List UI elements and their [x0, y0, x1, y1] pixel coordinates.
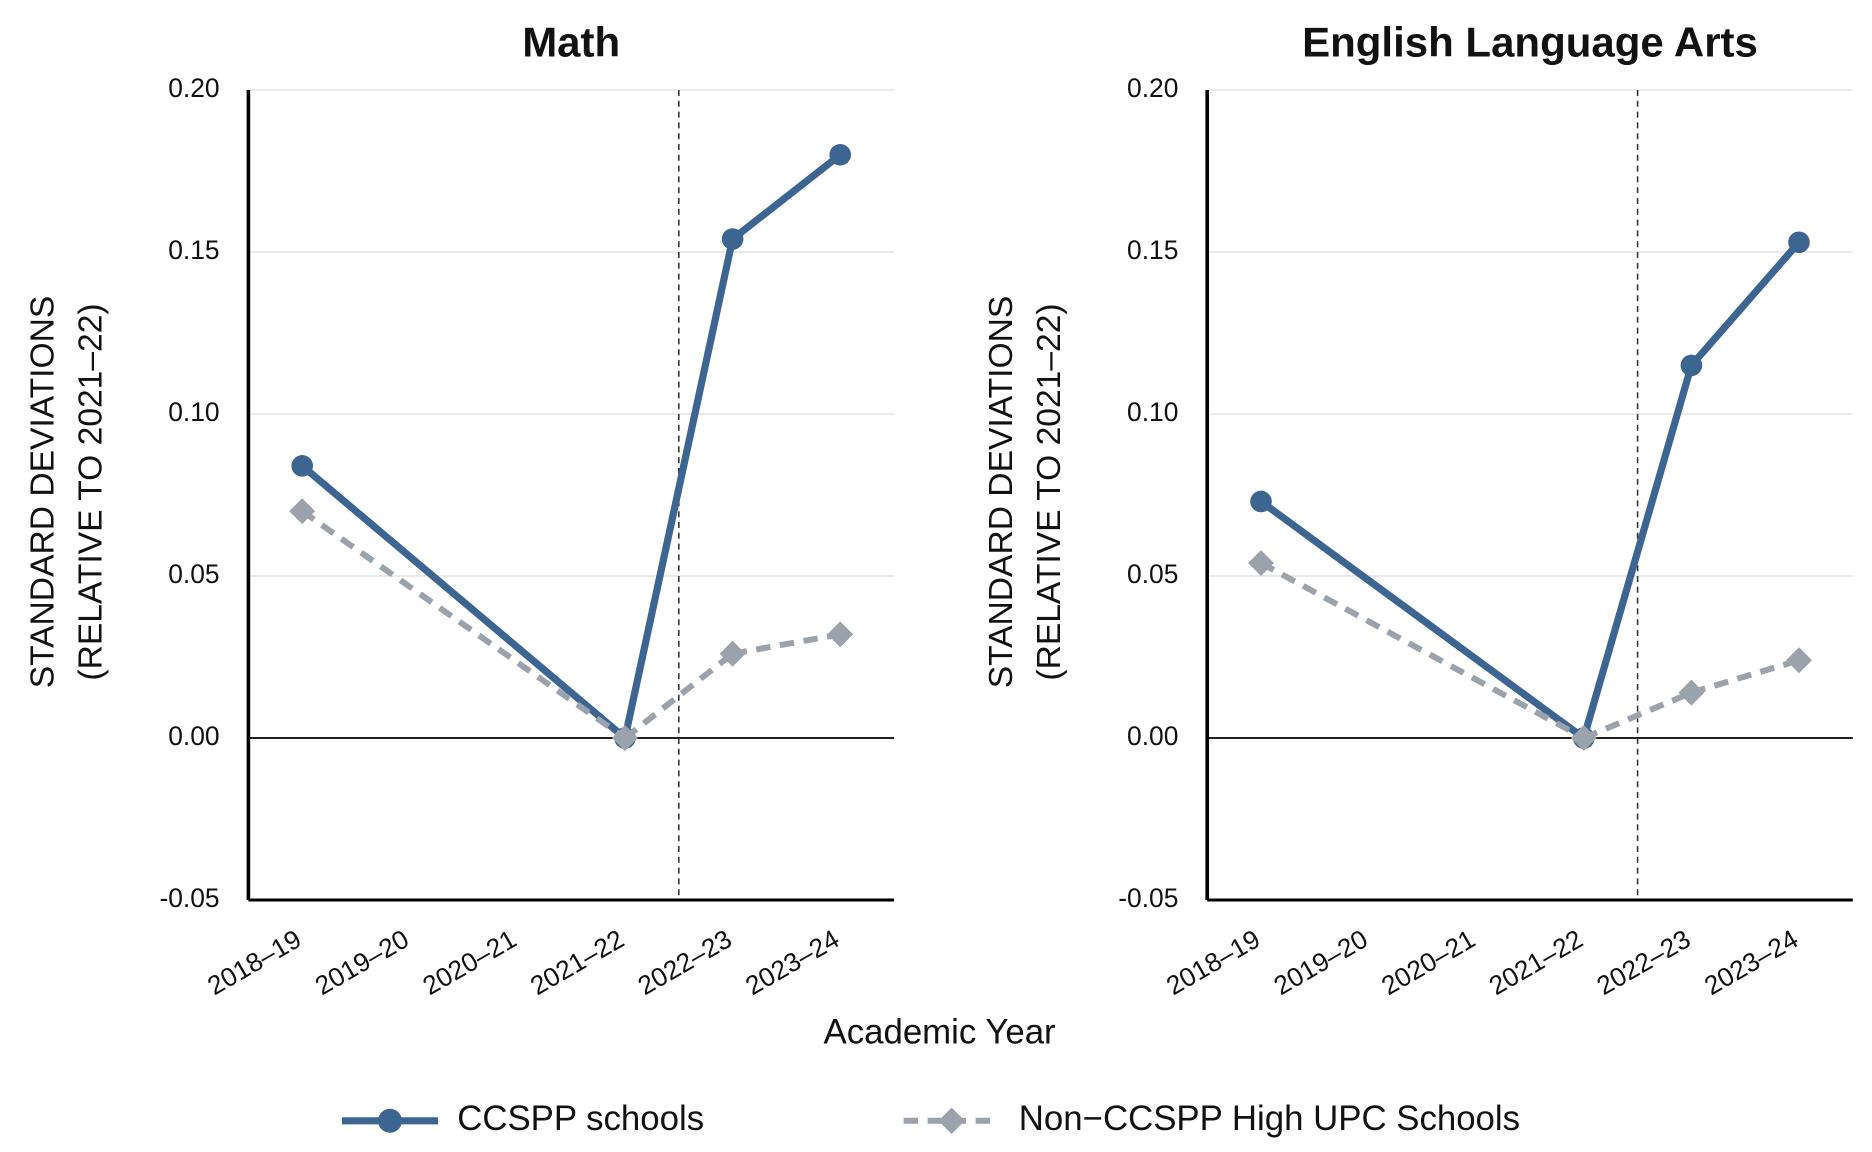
legend-marker: [378, 1108, 402, 1133]
y-tick-label: 0.20: [1127, 73, 1178, 103]
series-line: [1259, 560, 1586, 741]
y-axis-label: STANDARD DEVIATIONS: [24, 296, 61, 689]
x-tick-label: 2021–22: [1484, 924, 1588, 1001]
x-tick-label: 2020–21: [418, 924, 522, 1001]
y-axis-label: STANDARD DEVIATIONS: [983, 296, 1020, 689]
series-line: [1688, 239, 1802, 368]
data-point: [612, 725, 638, 751]
x-axis-label: Academic Year: [824, 1013, 1057, 1052]
y-tick-label: -0.05: [159, 883, 219, 913]
x-tick-label: 2022–23: [1592, 924, 1696, 1001]
x-tick-label: 2022–23: [633, 924, 737, 1001]
chart-title: Math: [522, 19, 620, 66]
series-line: [621, 238, 737, 739]
y-axis-label: (RELATIVE TO 2021–22): [72, 303, 109, 680]
series-line: [1690, 657, 1800, 696]
y-tick-label: 0.05: [1127, 559, 1178, 589]
legend-marker: [938, 1107, 965, 1134]
y-tick-label: 0.05: [168, 559, 219, 589]
series-line: [299, 463, 628, 741]
y-tick-label: 0.00: [1127, 721, 1178, 751]
data-point: [1250, 490, 1272, 513]
x-tick-label: 2019–20: [1269, 924, 1373, 1001]
x-tick-label: 2018–19: [202, 924, 306, 1001]
series-line: [300, 508, 627, 741]
series-line: [1258, 498, 1586, 741]
y-tick-label: 0.10: [168, 397, 219, 427]
y-tick-label: 0.10: [1127, 397, 1178, 427]
data-point: [291, 455, 313, 477]
y-tick-label: 0.15: [1127, 235, 1178, 265]
x-tick-label: 2020–21: [1376, 924, 1480, 1001]
x-tick-label: 2021–22: [525, 924, 629, 1001]
x-tick-label: 2019–20: [310, 924, 414, 1001]
legend-label: CCSPP schools: [457, 1099, 704, 1138]
data-point: [289, 498, 316, 525]
series-line: [730, 151, 843, 242]
data-point: [1786, 647, 1812, 674]
y-tick-label: -0.05: [1118, 883, 1178, 913]
y-tick-label: 0.00: [168, 721, 219, 751]
y-tick-label: 0.20: [168, 73, 219, 103]
x-tick-label: 2023–24: [1699, 924, 1803, 1001]
data-point: [1248, 550, 1274, 576]
data-point: [1680, 354, 1703, 377]
series-line: [1582, 689, 1693, 741]
data-point: [827, 621, 854, 648]
series-line: [1580, 364, 1695, 739]
data-point: [829, 144, 851, 166]
series-line: [732, 631, 841, 657]
x-tick-label: 2018–19: [1161, 924, 1265, 1001]
x-tick-label: 2023–24: [740, 924, 844, 1001]
data-point: [1788, 231, 1810, 254]
y-axis-label: (RELATIVE TO 2021–22): [1031, 303, 1068, 680]
data-point: [721, 228, 744, 250]
chart-title: English Language Arts: [1302, 19, 1758, 66]
legend-label: Non−CCSPP High UPC Schools: [1019, 1099, 1520, 1138]
data-point: [1678, 679, 1705, 706]
y-tick-label: 0.15: [168, 235, 219, 265]
